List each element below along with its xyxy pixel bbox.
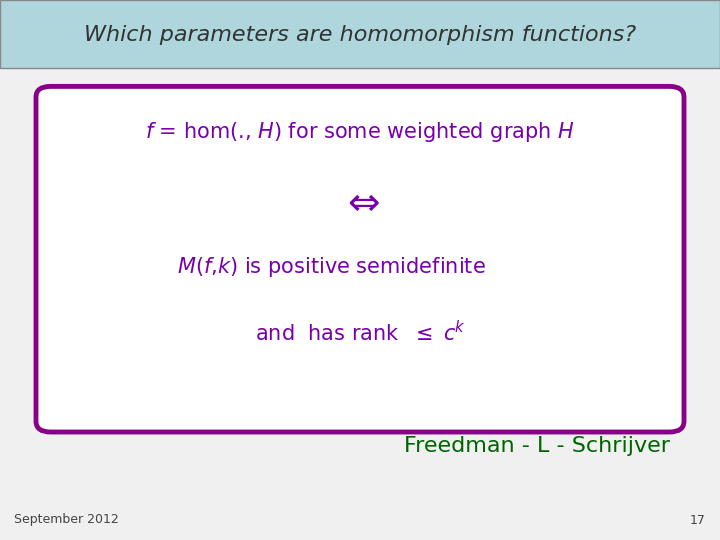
FancyBboxPatch shape (36, 86, 684, 432)
Text: $\it{f}$ = hom(., $\it{H}$) for some weighted graph $\it{H}$: $\it{f}$ = hom(., $\it{H}$) for some wei… (145, 120, 575, 144)
Text: $\Leftrightarrow$: $\Leftrightarrow$ (340, 184, 380, 221)
Text: Freedman - L - Schrijver: Freedman - L - Schrijver (404, 435, 670, 456)
Text: September 2012: September 2012 (14, 514, 119, 526)
Text: Which parameters are homomorphism functions?: Which parameters are homomorphism functi… (84, 25, 636, 45)
Text: 17: 17 (690, 514, 706, 526)
Text: $\it{M}$($\it{f}$,$\it{k}$) is positive semidefinite: $\it{M}$($\it{f}$,$\it{k}$) is positive … (176, 255, 486, 279)
Text: and  has rank  $\leq$ $\it{c}$$^{\it{k}}$: and has rank $\leq$ $\it{c}$$^{\it{k}}$ (255, 320, 465, 345)
